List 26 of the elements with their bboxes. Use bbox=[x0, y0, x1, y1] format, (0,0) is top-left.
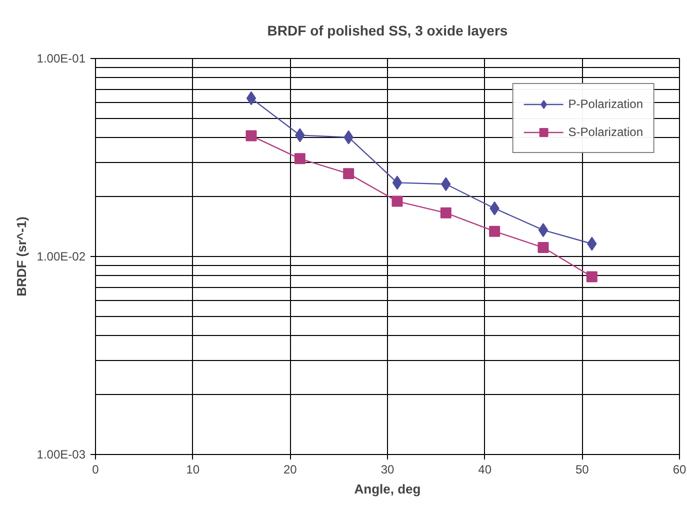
x-tick-label: 30 bbox=[380, 462, 394, 476]
x-tick-label: 20 bbox=[283, 462, 298, 476]
x-tick-label: 60 bbox=[672, 462, 686, 476]
chart-title: BRDF of polished SS, 3 oxide layers bbox=[267, 22, 508, 38]
point bbox=[246, 91, 256, 106]
point bbox=[586, 271, 598, 282]
y-tick-label: 1.00E-02 bbox=[36, 250, 86, 264]
x-tick-label: 50 bbox=[575, 462, 590, 476]
legend-label: P-Polarization bbox=[568, 97, 643, 111]
point bbox=[489, 226, 500, 237]
x-tick-label: 0 bbox=[92, 462, 100, 476]
y-axis-title: BRDF (sr^-1) bbox=[14, 216, 29, 296]
legend-label: S-Polarization bbox=[568, 125, 643, 139]
point bbox=[440, 207, 452, 218]
x-tick-label: 10 bbox=[186, 462, 200, 476]
point bbox=[392, 176, 402, 190]
x-tick-label: 40 bbox=[478, 462, 492, 476]
y-tick-label: 1.00E-03 bbox=[36, 448, 86, 462]
point bbox=[392, 196, 403, 207]
point bbox=[343, 168, 354, 180]
point bbox=[246, 130, 257, 142]
x-axis-title: Angle, deg bbox=[354, 482, 421, 496]
point bbox=[294, 153, 306, 164]
point bbox=[538, 223, 548, 238]
y-tick-label: 1.00E-01 bbox=[36, 52, 86, 66]
point bbox=[538, 242, 549, 254]
